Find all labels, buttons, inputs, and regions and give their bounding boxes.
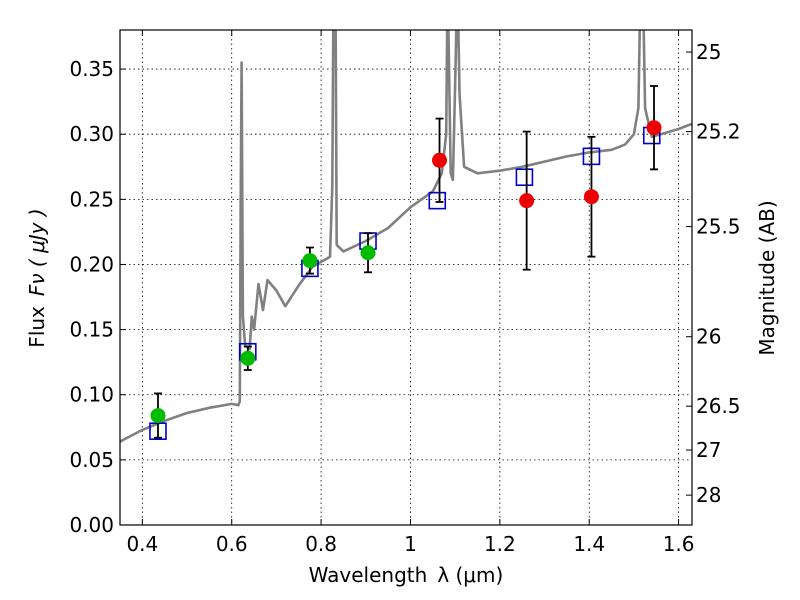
grid	[120, 30, 692, 526]
y-tick-label: 0.05	[69, 448, 114, 472]
y-tick-label: 0.10	[69, 383, 114, 407]
y-axis-label: Flux	[25, 306, 49, 348]
right-tick-label: 26	[696, 325, 721, 349]
optical-point	[240, 350, 256, 366]
spectrum-layer	[120, 30, 692, 443]
nir-point	[519, 193, 535, 209]
x-axis-label: Wavelength	[309, 563, 428, 587]
y-axis-title: Flux Fν ( μJy )	[25, 208, 49, 347]
y-tick-label: 0.15	[69, 318, 114, 342]
y-axis-unit: Fν ( μJy )	[25, 208, 49, 296]
x-tick-label: 0.6	[216, 532, 248, 556]
optical-point	[150, 408, 166, 424]
y-tick-label: 0.30	[69, 122, 114, 146]
plot-frame	[119, 29, 693, 526]
x-axis-title: Wavelength λ (μm)	[309, 563, 504, 587]
y-tick-label: 0.20	[69, 252, 114, 276]
right-axis-title: Magnitude (AB)	[755, 200, 779, 355]
y-tick-label: 0.00	[69, 513, 114, 537]
x-tick-label: 1.4	[573, 532, 605, 556]
nir-point	[432, 152, 448, 168]
x-tick-label: 1.2	[484, 532, 516, 556]
x-tick-label: 0.8	[305, 532, 337, 556]
right-tick-label: 27	[696, 438, 721, 462]
tick-layer: 0.4 0.6 0.8 1 1.2 1.4 1.6 0.00 0.05 0.10 0.15 0.20 0…	[69, 30, 741, 556]
marker-layer	[149, 85, 662, 441]
optical-point	[302, 253, 318, 269]
nir-point	[583, 189, 599, 205]
spectrum-line	[120, 30, 692, 443]
y-tick-label: 0.35	[69, 57, 114, 81]
x-axis-unit: λ (μm)	[437, 563, 503, 587]
right-tick-label: 25.5	[696, 215, 741, 239]
nir-point	[646, 120, 662, 136]
right-tick-label: 25	[696, 40, 721, 64]
x-tick-label: 1	[404, 532, 417, 556]
x-tick-label: 0.4	[126, 532, 158, 556]
model-photometry-square	[515, 168, 534, 186]
optical-point	[360, 245, 376, 261]
model-photometry-square	[428, 191, 447, 210]
right-tick-label: 25.2	[696, 120, 741, 144]
x-tick-label: 1.6	[663, 532, 695, 556]
right-tick-label: 28	[696, 483, 721, 507]
y-tick-label: 0.25	[69, 187, 114, 211]
right-tick-label: 26.5	[696, 394, 741, 418]
